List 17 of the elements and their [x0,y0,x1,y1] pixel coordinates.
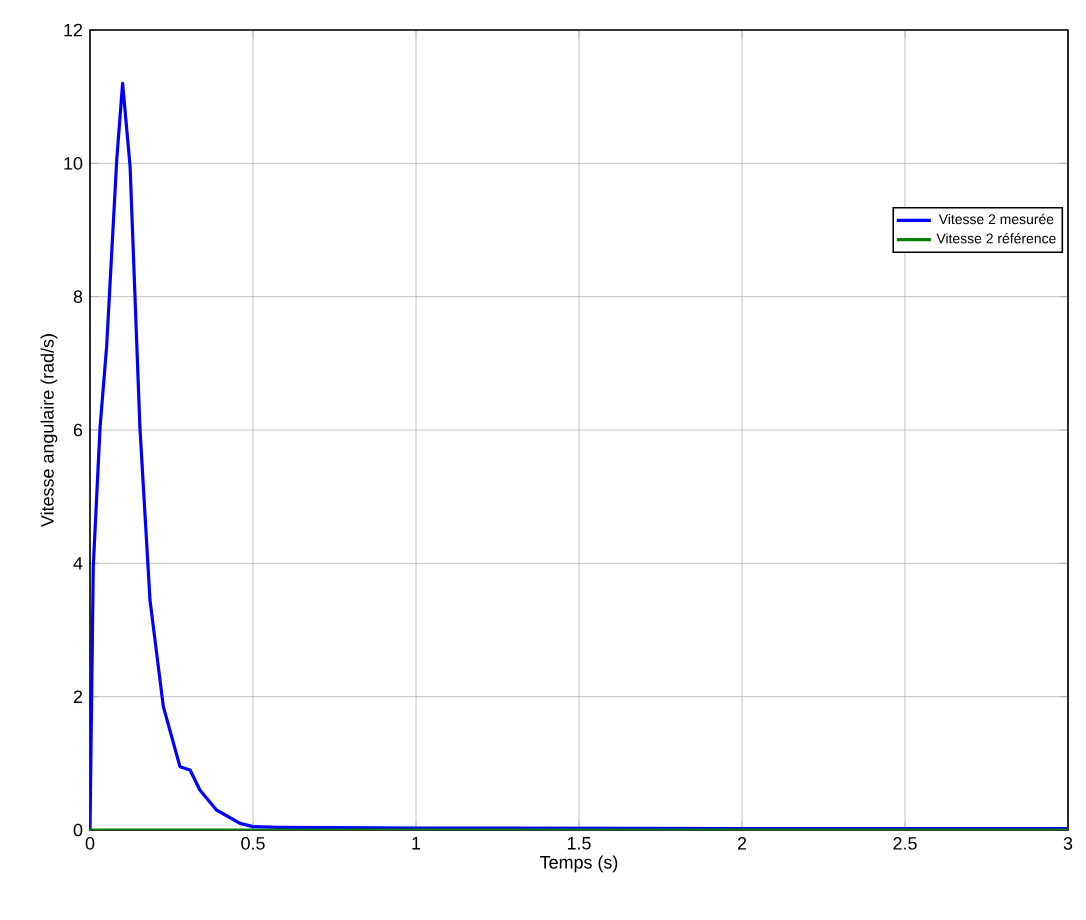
line-series [90,81,1069,830]
x-tick-label: 2.5 [893,837,917,850]
x-tick-label: 1.5 [567,837,591,850]
y-tick-label: 0 [73,823,83,837]
x-axis-title: Temps (s) [540,855,618,873]
y-tick-label: 2 [73,690,83,703]
y-tick-label: 10 [64,156,83,170]
y-tick-label: 12 [64,23,83,37]
x-tick-label: 0.5 [241,837,265,850]
x-tick-label: 1 [412,837,421,850]
x-tick-label: 3 [1063,837,1073,850]
y-axis-title: Vitesse angulaire (rad/s) [40,334,58,527]
y-tick-label: 8 [73,290,83,304]
y-tick-label: 4 [73,557,83,570]
x-tick-label: 2 [737,837,747,850]
x-tick-label: 0 [85,837,95,850]
y-tick-label: 6 [73,423,83,437]
